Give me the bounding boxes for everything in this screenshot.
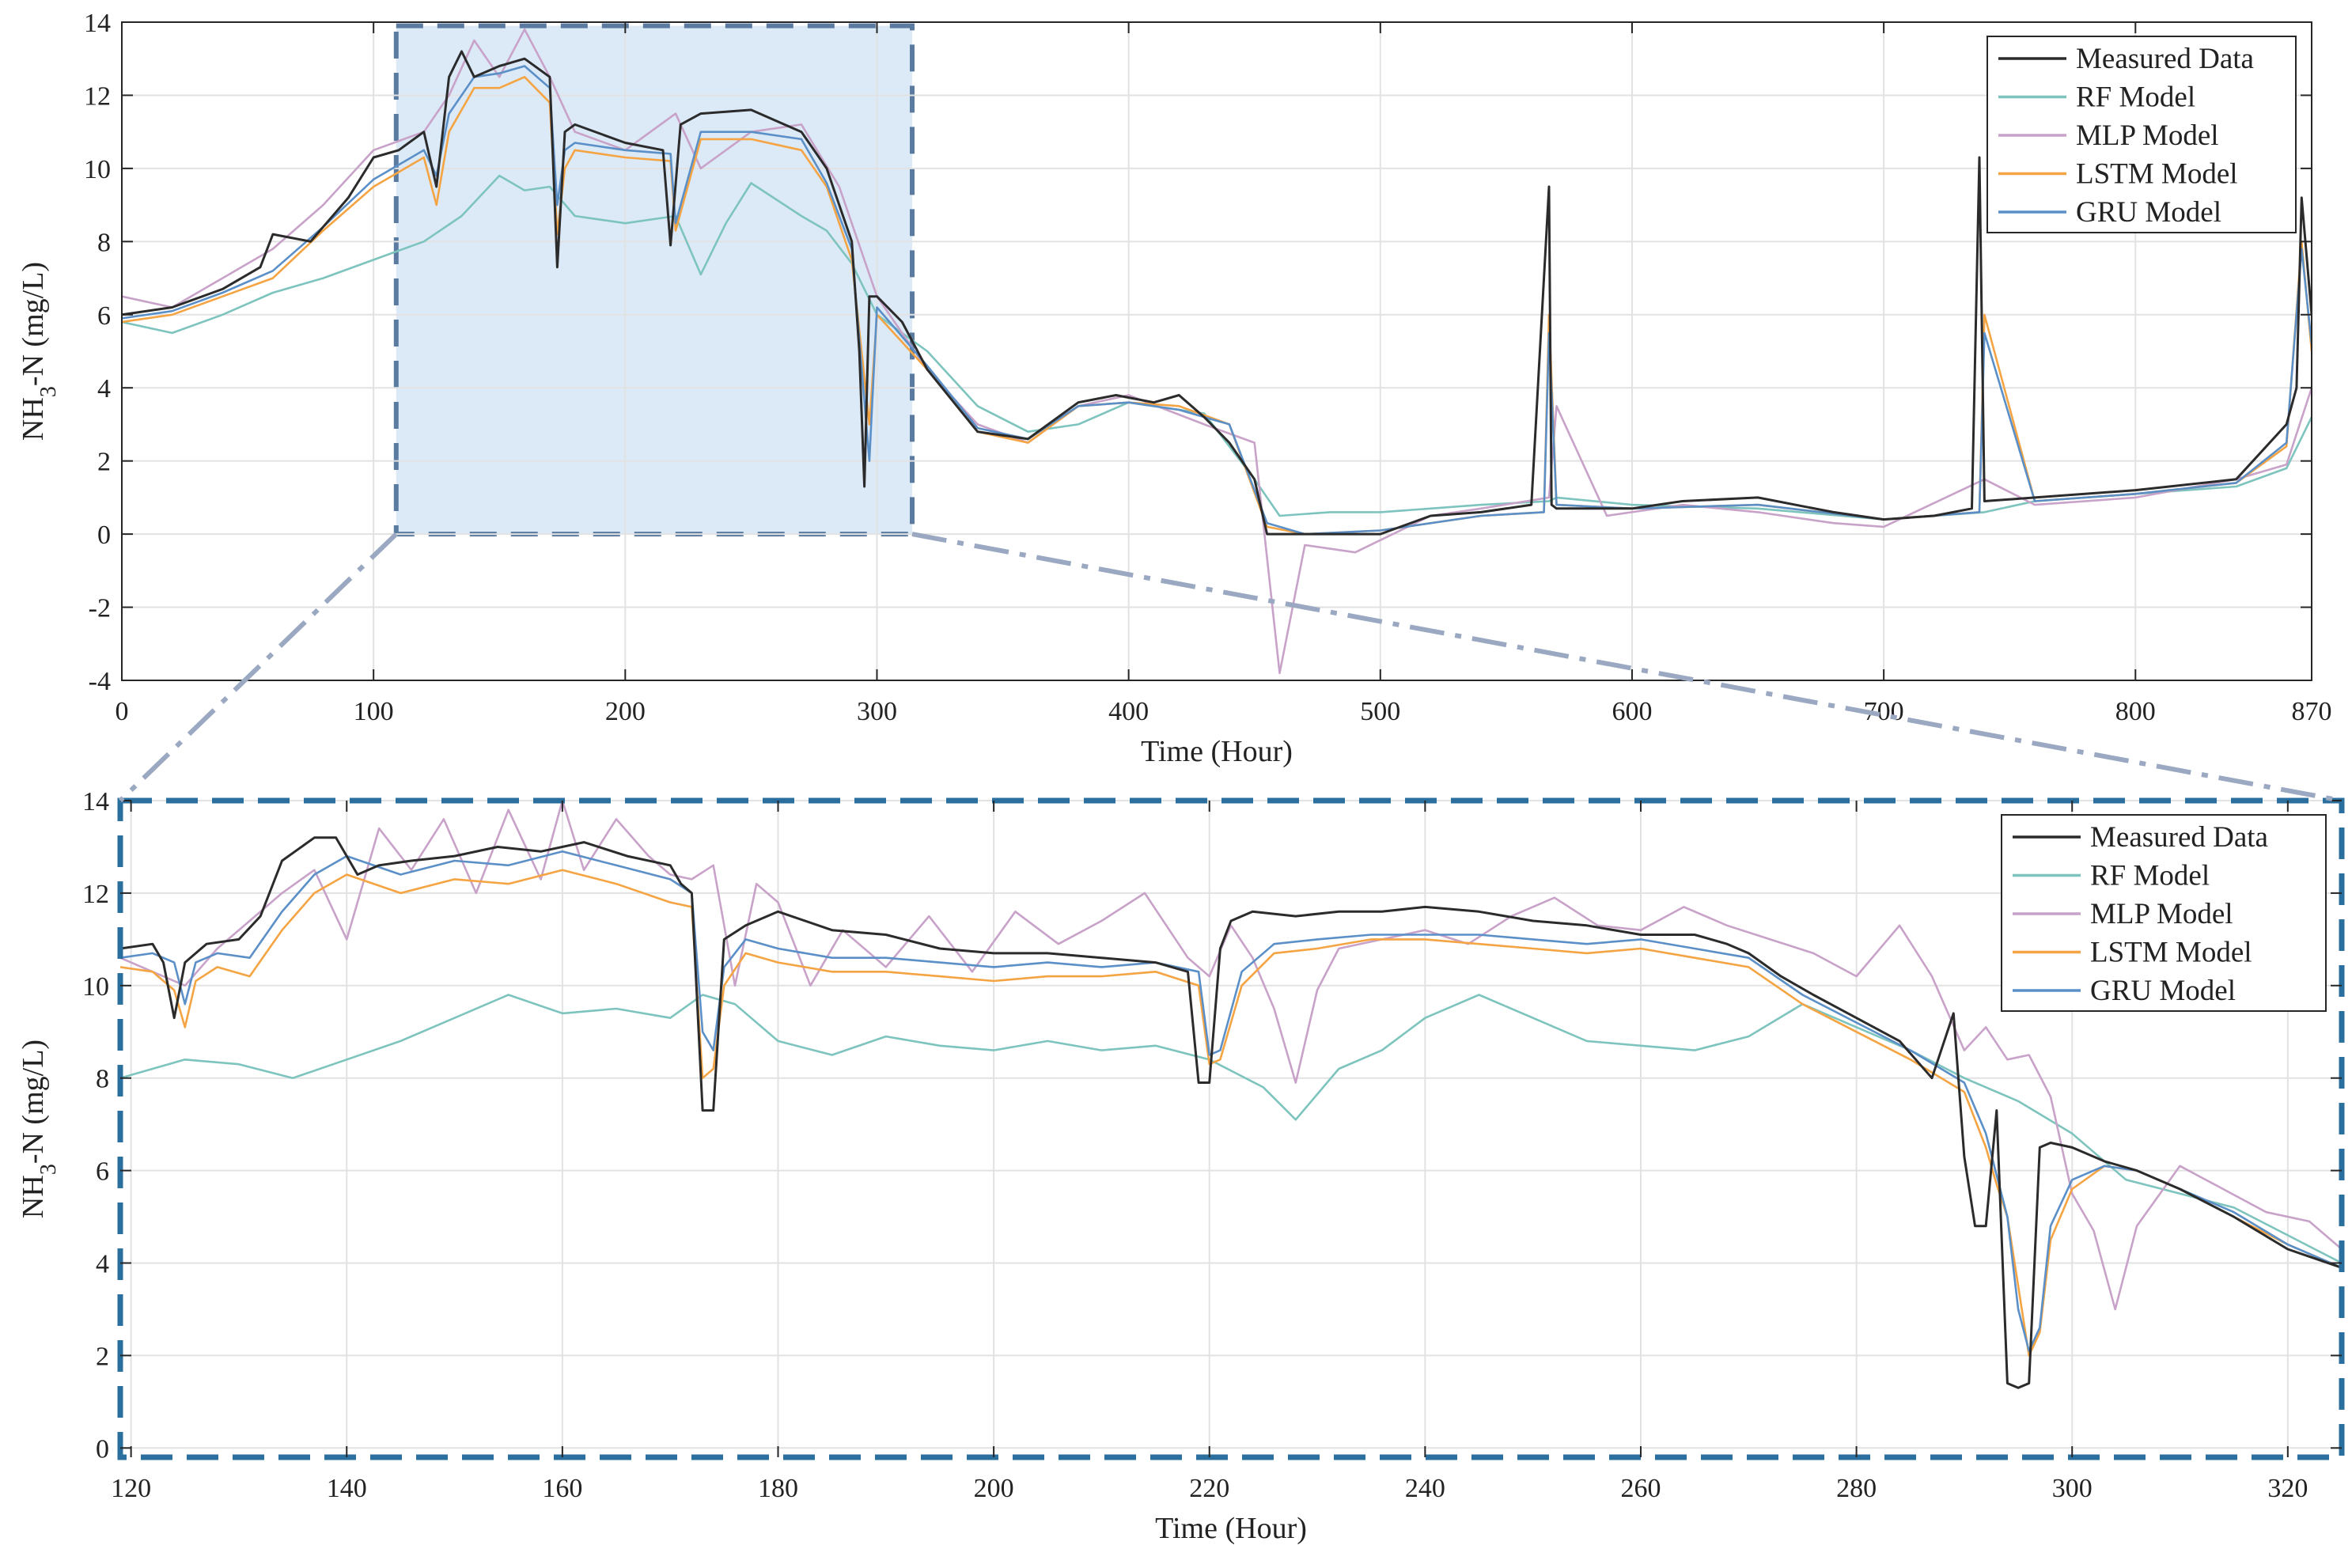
zoom-frame xyxy=(117,797,2345,1460)
x-tick-label: 0 xyxy=(116,697,129,726)
x-tick-label: 200 xyxy=(605,697,646,726)
y-tick-label: 2 xyxy=(96,1342,109,1371)
x-tick-label: 870 xyxy=(2292,697,2332,726)
y-tick-label: -2 xyxy=(89,594,111,623)
x-tick-label: 300 xyxy=(2052,1474,2093,1503)
series-line-rf-model xyxy=(120,994,2342,1264)
legend-entry: LSTM Model xyxy=(2090,937,2252,969)
legend-entry: RF Model xyxy=(2090,860,2210,892)
legend-entry: RF Model xyxy=(2076,81,2195,114)
zoom-plot: 120 140 160 180 200 220 240 260 280 300 320 0 2 4 6 8 10… xyxy=(17,787,2345,1545)
legend: Measured Data RF Model MLP Model LSTM Model… xyxy=(1987,36,2297,233)
axes-frame xyxy=(121,21,2312,681)
x-tick-label: 300 xyxy=(857,697,897,726)
y-tick-label: 14 xyxy=(82,787,109,816)
series-group xyxy=(122,28,2312,675)
zoom-region-box xyxy=(393,23,915,537)
y-axis-label-rest: -N (mg/L) xyxy=(17,1040,50,1164)
legend: Measured Data RF Model MLP Model LSTM Model… xyxy=(2001,814,2327,1012)
y-tick-label: 14 xyxy=(84,9,111,38)
legend-entry: Measured Data xyxy=(2076,43,2254,75)
x-tick-label: 220 xyxy=(1189,1474,1229,1503)
x-tick-label: 140 xyxy=(327,1474,367,1503)
legend-entry: MLP Model xyxy=(2090,898,2233,930)
y-tick-label: -4 xyxy=(89,667,111,696)
y-axis-label-rest: -N (mg/L) xyxy=(17,262,50,386)
y-axis-label: NH3-N (mg/L) xyxy=(17,262,61,441)
y-axis-label-subscript: 3 xyxy=(36,386,61,397)
y-tick-label: 6 xyxy=(97,301,111,331)
x-tick-label: 160 xyxy=(542,1474,582,1503)
x-tick-label: 280 xyxy=(1836,1474,1877,1503)
x-tick-label: 120 xyxy=(111,1474,151,1503)
y-tick-label: 4 xyxy=(96,1250,109,1279)
y-axis-label-main: NH xyxy=(17,1175,50,1218)
legend-entry: LSTM Model xyxy=(2076,158,2238,191)
x-tick-label: 400 xyxy=(1108,697,1149,726)
y-tick-label: 12 xyxy=(82,880,109,909)
y-tick-label: 8 xyxy=(96,1065,109,1094)
y-tick-label: 10 xyxy=(82,972,109,1002)
x-tick-label: 500 xyxy=(1360,697,1400,726)
series-line-rf-model xyxy=(122,174,2312,521)
y-axis-label: NH3-N (mg/L) xyxy=(17,1040,61,1218)
x-tick-label: 800 xyxy=(2115,697,2156,726)
y-tick-label: 6 xyxy=(96,1157,109,1187)
x-axis-label: Time (Hour) xyxy=(1155,1512,1307,1545)
ticks: 0 100 200 300 400 500 600 700 800 870-4-202468101… xyxy=(84,9,2332,726)
x-tick-label: 100 xyxy=(354,697,394,726)
y-axis-label-subscript: 3 xyxy=(36,1164,61,1175)
ticks: 120 140 160 180 200 220 240 260 280 300 320 0 2 4 6 8 10… xyxy=(82,787,2342,1503)
series-group xyxy=(120,801,2342,1389)
legend-entry: Measured Data xyxy=(2090,821,2268,854)
zoom-connectors xyxy=(118,532,2343,803)
series-line-lstm-model xyxy=(120,869,2342,1357)
x-tick-label: 180 xyxy=(758,1474,798,1503)
y-tick-label: 10 xyxy=(84,155,111,184)
legend-entry: GRU Model xyxy=(2076,196,2221,229)
y-axis-label-main: NH xyxy=(17,397,50,441)
y-tick-label: 2 xyxy=(97,448,111,477)
connector-right xyxy=(911,532,2343,803)
legend-entry: GRU Model xyxy=(2090,975,2236,1007)
plot-area xyxy=(120,801,2342,1457)
x-tick-label: 260 xyxy=(1620,1474,1661,1503)
series-line-measured-data xyxy=(120,836,2342,1389)
x-tick-label: 320 xyxy=(2267,1474,2308,1503)
y-tick-label: 12 xyxy=(84,81,111,111)
y-tick-label: 0 xyxy=(96,1434,109,1464)
x-tick-label: 200 xyxy=(974,1474,1014,1503)
series-line-gru-model xyxy=(120,850,2342,1352)
connector-left xyxy=(118,532,398,803)
y-tick-label: 8 xyxy=(97,228,111,257)
series-line-measured-data xyxy=(122,50,2312,536)
overview-plot: 0 100 200 300 400 500 600 700 800 870-4-202468101… xyxy=(17,9,2332,768)
x-tick-label: 600 xyxy=(1612,697,1652,726)
y-tick-label: 4 xyxy=(97,374,111,403)
legend-entry: MLP Model xyxy=(2076,119,2219,152)
x-tick-label: 240 xyxy=(1405,1474,1445,1503)
x-axis-label: Time (Hour) xyxy=(1141,735,1293,768)
series-line-mlp-model xyxy=(120,801,2342,1311)
y-tick-label: 0 xyxy=(97,521,111,550)
